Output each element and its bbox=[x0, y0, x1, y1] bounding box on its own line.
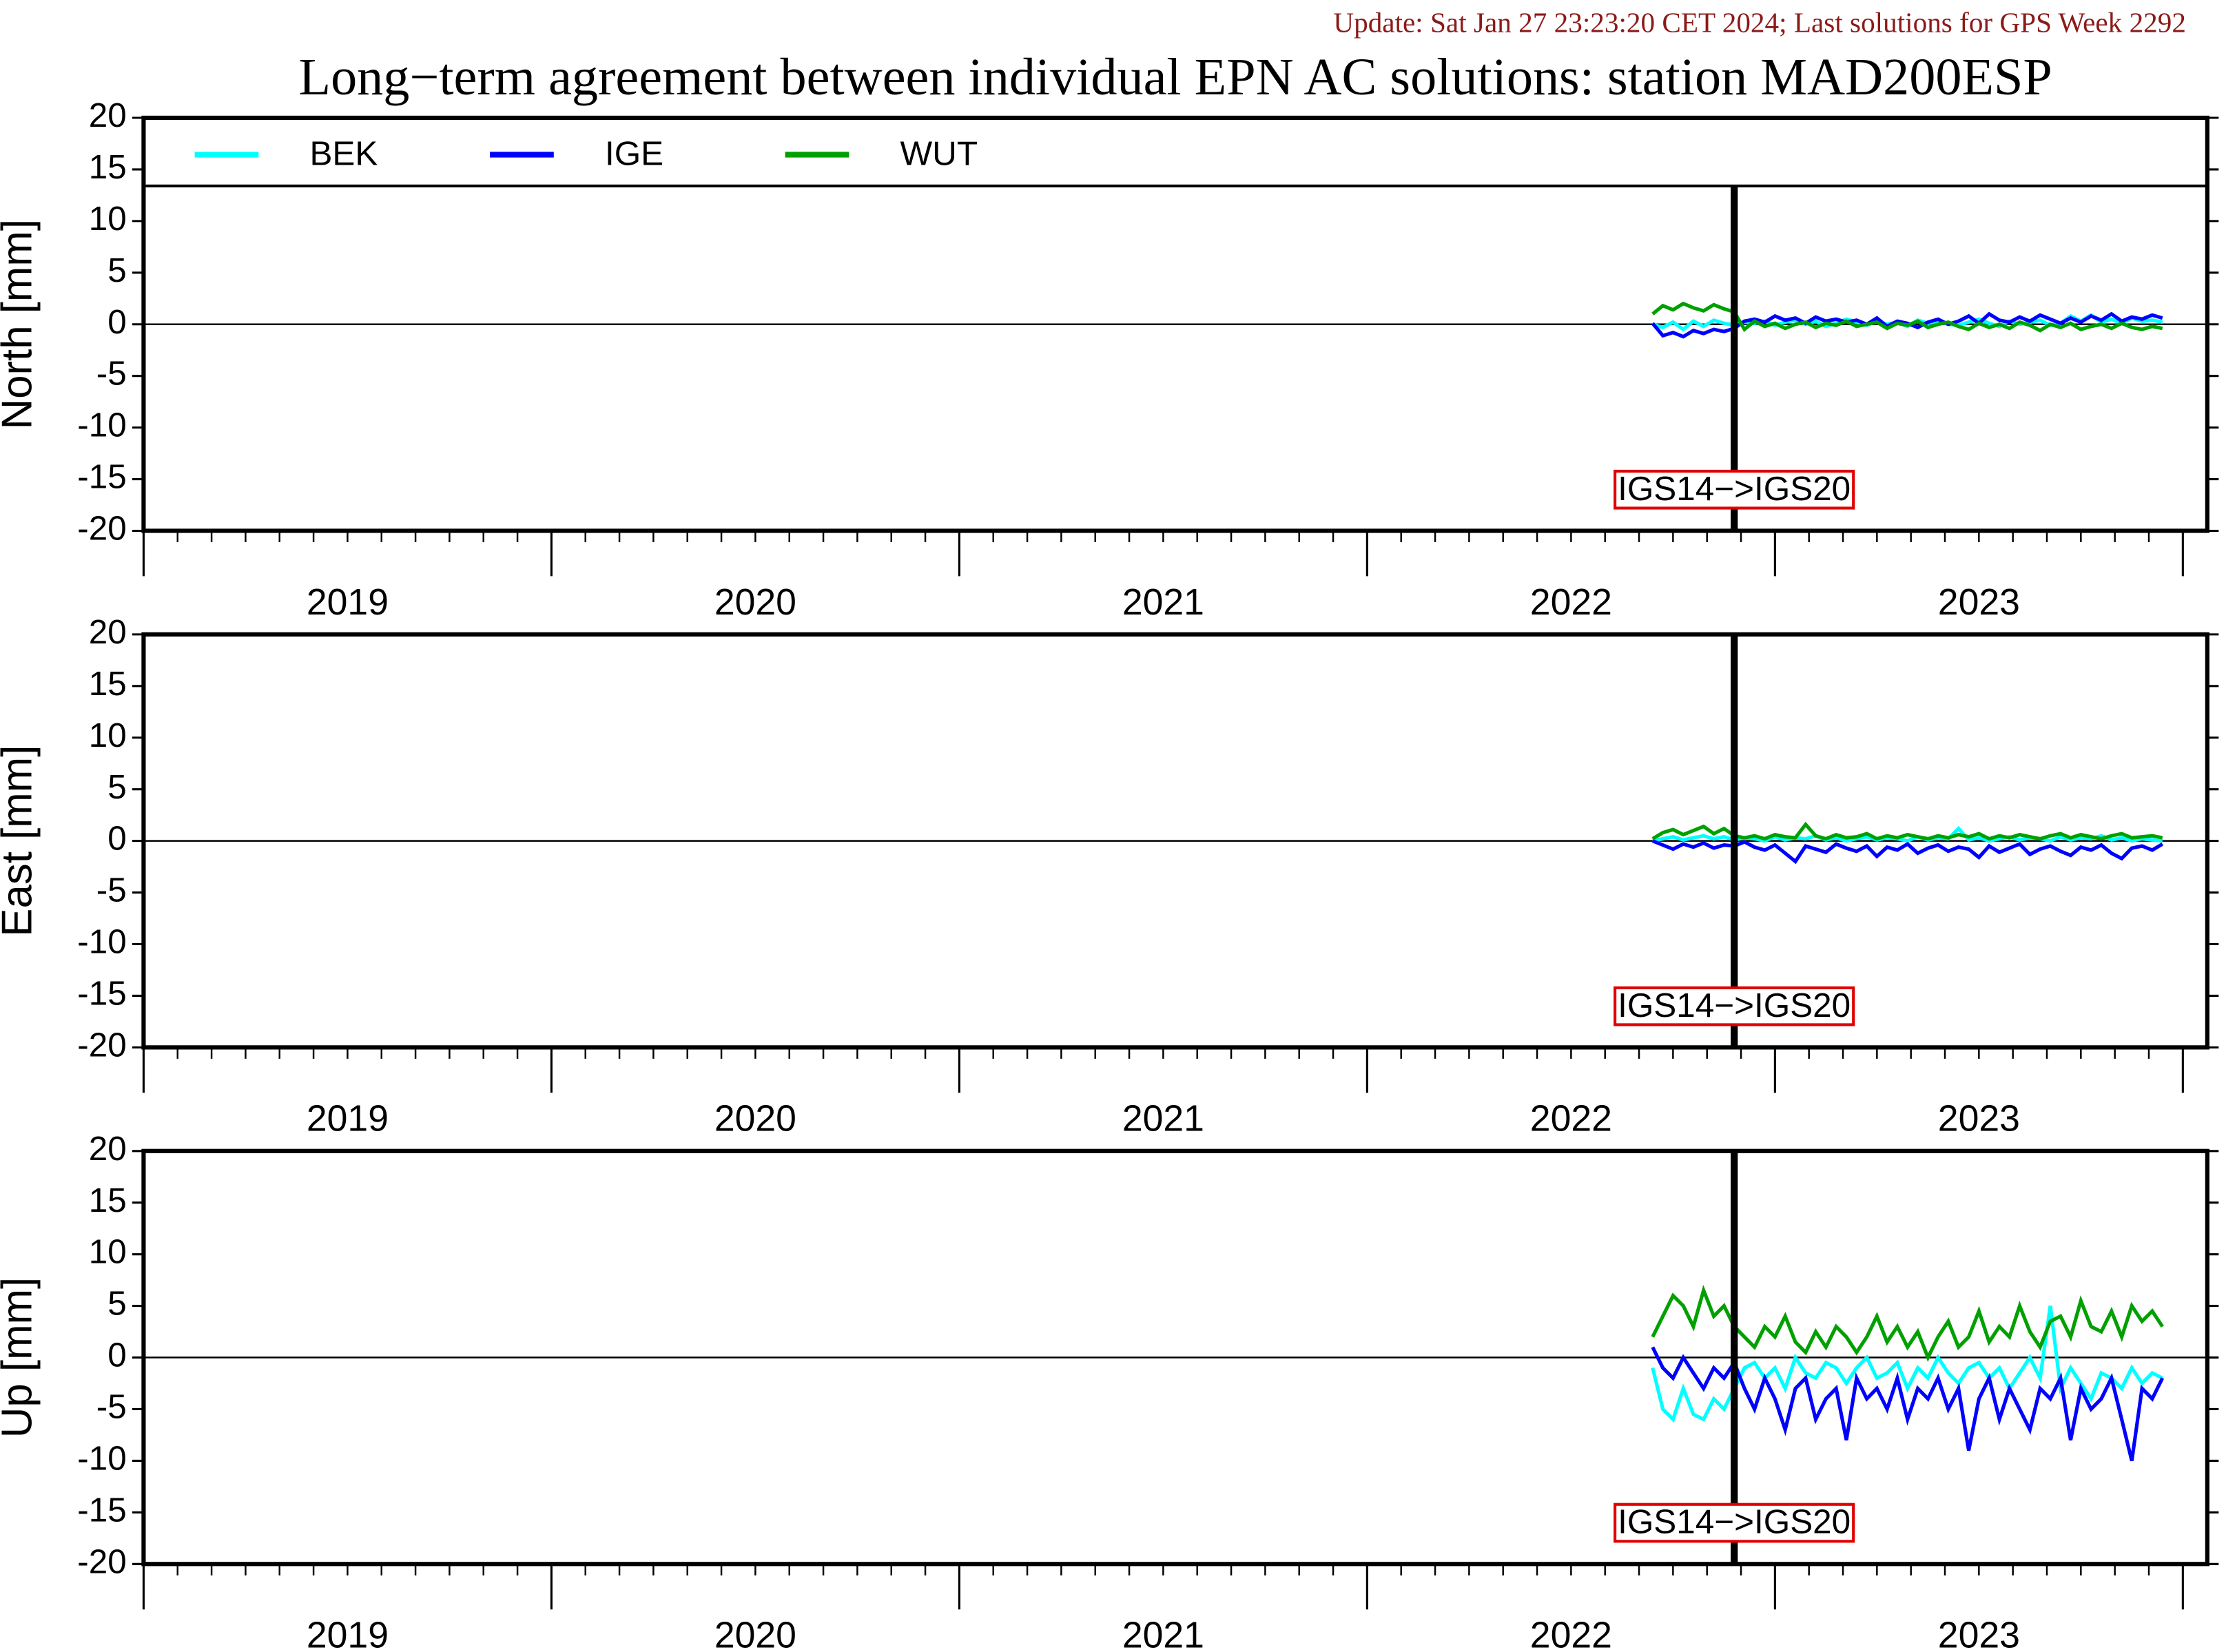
y-tick-label: 10 bbox=[89, 1233, 127, 1271]
x-tick-label: 2019 bbox=[307, 1615, 389, 1652]
y-tick-label: -5 bbox=[96, 871, 127, 909]
y-tick-label: -20 bbox=[77, 1026, 126, 1064]
series-line bbox=[1651, 1285, 2164, 1362]
annotation: IGS14−>IGS20 bbox=[1618, 987, 1851, 1024]
annotation-box bbox=[1614, 469, 1855, 510]
x-tick-label: 2020 bbox=[714, 1615, 796, 1652]
x-tick-label: 2019 bbox=[307, 1099, 389, 1139]
y-tick-label: 10 bbox=[89, 200, 127, 238]
legend-label: IGE bbox=[605, 135, 663, 173]
y-tick-label: -10 bbox=[77, 406, 126, 444]
y-tick-label: -15 bbox=[77, 458, 126, 496]
annotation: IGS14−>IGS20 bbox=[1618, 1503, 1851, 1541]
y-tick-label: 10 bbox=[89, 716, 127, 754]
y-tick-label: -5 bbox=[96, 355, 127, 393]
series-line bbox=[1651, 1346, 2165, 1462]
y-tick-label: 20 bbox=[89, 613, 127, 651]
y-tick-label: 15 bbox=[89, 1181, 127, 1219]
x-tick-label: 2021 bbox=[1122, 1099, 1204, 1139]
y-tick-label: -10 bbox=[77, 923, 126, 961]
x-tick-label: 2021 bbox=[1122, 582, 1204, 623]
y-tick-label: 20 bbox=[89, 96, 127, 134]
chart-title: Long−term agreement between individual E… bbox=[299, 48, 2052, 106]
y-tick-label: -15 bbox=[77, 975, 126, 1013]
y-axis-label: Up [mm] bbox=[0, 1277, 41, 1438]
x-tick-label: 2021 bbox=[1122, 1615, 1204, 1652]
x-tick-label: 2023 bbox=[1938, 1099, 2020, 1139]
annotation-box bbox=[1614, 986, 1855, 1026]
annotation: IGS14−>IGS20 bbox=[1618, 470, 1851, 508]
y-axis-label: North [mm] bbox=[0, 219, 41, 430]
annotation-box bbox=[1614, 1503, 1855, 1543]
x-tick-label: 2019 bbox=[307, 582, 389, 623]
y-tick-label: 0 bbox=[107, 820, 127, 858]
plot-frame bbox=[141, 1148, 2209, 1567]
y-tick-label: -5 bbox=[96, 1388, 127, 1426]
y-tick-label: 20 bbox=[89, 1130, 127, 1168]
update-note: Update: Sat Jan 27 23:23:20 CET 2024; La… bbox=[1333, 7, 2186, 39]
y-tick-label: -20 bbox=[77, 510, 126, 548]
y-tick-label: 15 bbox=[89, 148, 127, 186]
y-tick-label: 15 bbox=[89, 665, 127, 703]
x-tick-label: 2020 bbox=[714, 582, 796, 623]
y-tick-label: 5 bbox=[107, 251, 127, 289]
x-tick-label: 2020 bbox=[714, 1099, 796, 1139]
series-line bbox=[1651, 839, 2164, 865]
plot-frame bbox=[141, 115, 2209, 533]
y-axis-label: East [mm] bbox=[0, 745, 41, 937]
y-tick-label: 0 bbox=[107, 1336, 127, 1374]
x-tick-label: 2023 bbox=[1938, 1615, 2020, 1652]
legend-label: WUT bbox=[900, 135, 978, 173]
legend-label: BEK bbox=[309, 135, 378, 173]
y-tick-label: -20 bbox=[77, 1542, 126, 1580]
x-tick-label: 2022 bbox=[1530, 1615, 1612, 1652]
x-tick-label: 2022 bbox=[1530, 582, 1612, 623]
plot-frame bbox=[141, 632, 2209, 1050]
y-tick-label: 5 bbox=[107, 768, 127, 806]
y-tick-label: -15 bbox=[77, 1491, 126, 1529]
y-tick-label: 0 bbox=[107, 303, 127, 341]
y-tick-label: 5 bbox=[107, 1285, 127, 1323]
x-tick-label: 2023 bbox=[1938, 582, 2020, 623]
x-tick-label: 2022 bbox=[1530, 1099, 1612, 1139]
y-tick-label: -10 bbox=[77, 1439, 126, 1477]
